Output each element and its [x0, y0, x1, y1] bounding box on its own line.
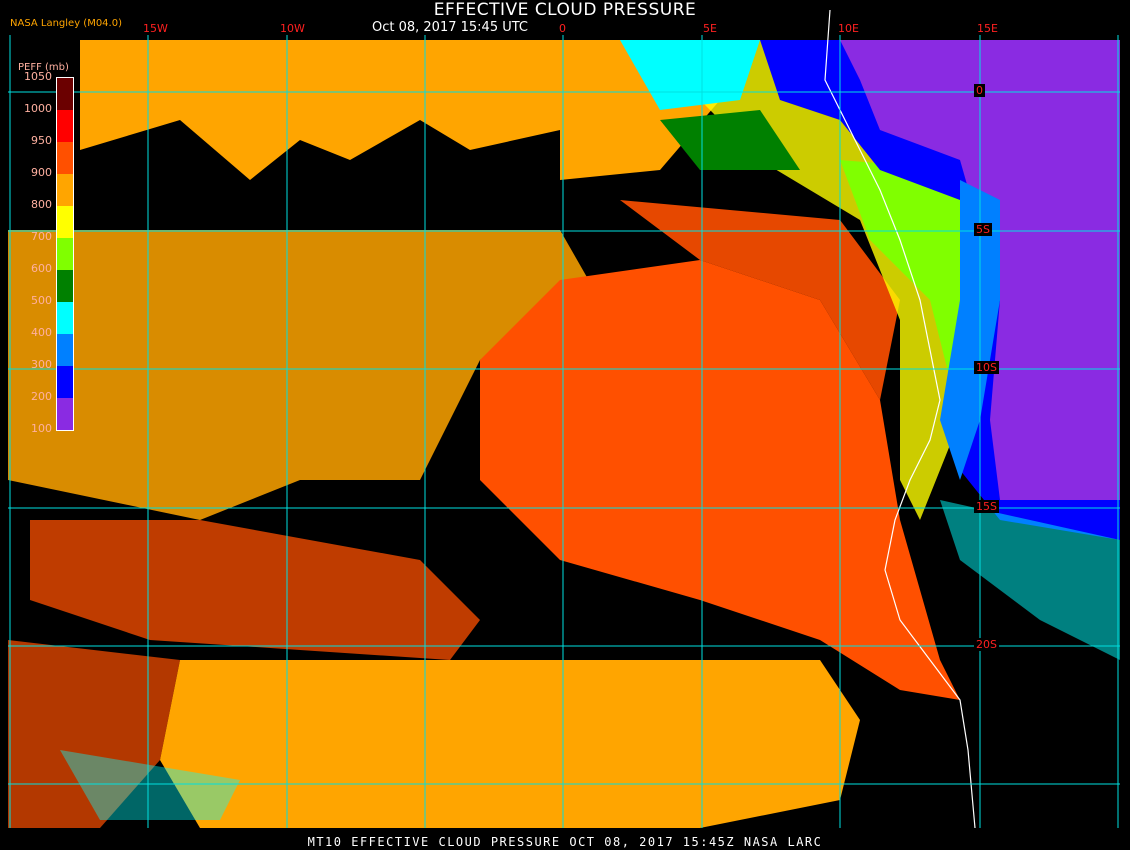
legend-swatch: [57, 238, 73, 270]
lat-label: 5S: [974, 223, 992, 236]
lat-label: 20S: [974, 638, 999, 651]
legend-tick-label: 800: [31, 198, 52, 211]
credit-label: NASA Langley (M04.0): [10, 18, 122, 29]
legend-tick-label: 400: [31, 326, 52, 339]
legend-swatch: [57, 110, 73, 142]
legend-swatch: [57, 78, 73, 110]
legend-title: PEFF (mb): [18, 62, 69, 73]
footer-caption: MT10 EFFECTIVE CLOUD PRESSURE OCT 08, 20…: [307, 835, 823, 849]
legend-colorbar: [56, 77, 74, 431]
lon-label: 5E: [703, 22, 717, 35]
lon-label: 0: [559, 22, 566, 35]
legend-swatch: [57, 206, 73, 238]
map-timestamp: Oct 08, 2017 15:45 UTC: [372, 20, 528, 35]
legend-tick-label: 1000: [24, 102, 52, 115]
legend-tick-label: 900: [31, 166, 52, 179]
legend-swatch: [57, 270, 73, 302]
legend-swatch: [57, 366, 73, 398]
lon-label: 15E: [977, 22, 998, 35]
legend-swatch: [57, 174, 73, 206]
legend-swatch: [57, 334, 73, 366]
legend-swatch: [57, 142, 73, 174]
legend-tick-label: 200: [31, 390, 52, 403]
lat-label: 15S: [974, 500, 999, 513]
lat-lon-grid: [8, 35, 1120, 828]
lon-label: 10E: [838, 22, 859, 35]
lat-label: 0: [974, 84, 985, 97]
cloud-fields: [8, 35, 1120, 828]
legend-tick-label: 950: [31, 134, 52, 147]
legend-tick-label: 1050: [24, 70, 52, 83]
legend-tick-label: 300: [31, 358, 52, 371]
lon-label: 10W: [280, 22, 305, 35]
coastline: [824, 9, 976, 829]
legend-tick-label: 600: [31, 262, 52, 275]
lon-label: 15W: [143, 22, 168, 35]
legend-swatch: [57, 302, 73, 334]
lat-label: 10S: [974, 361, 999, 374]
legend-tick-label: 100: [31, 422, 52, 435]
legend-swatch: [57, 398, 73, 430]
legend-tick-label: 700: [31, 230, 52, 243]
legend-tick-label: 500: [31, 294, 52, 307]
map-title: EFFECTIVE CLOUD PRESSURE: [433, 0, 697, 20]
